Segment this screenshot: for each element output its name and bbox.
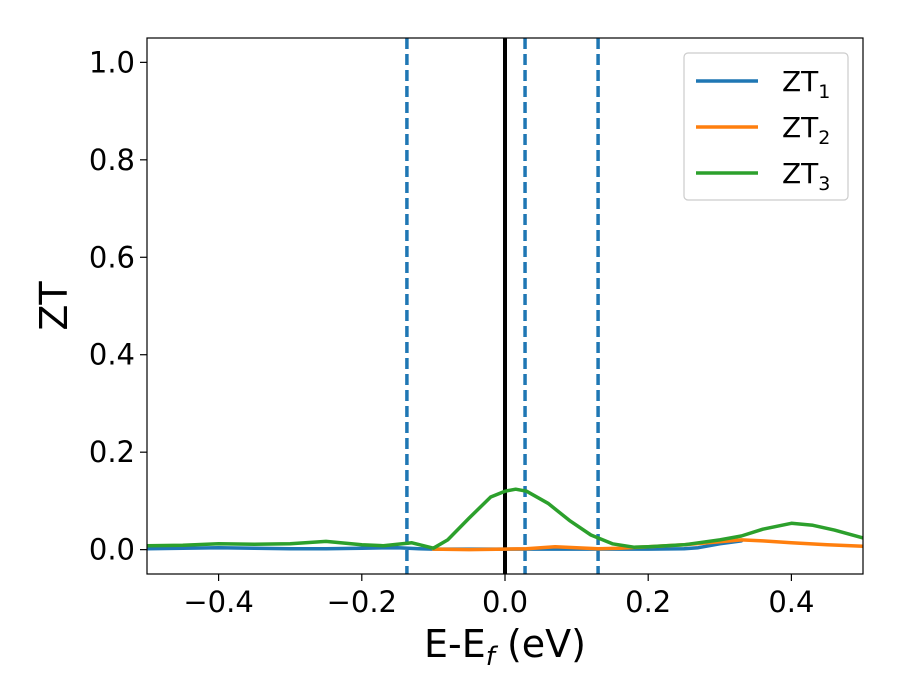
legend-label-2: ZT2 <box>782 111 830 149</box>
series-line-3 <box>147 487 863 550</box>
y-tick-label: 0.2 <box>89 435 135 469</box>
y-tick-label: 0.0 <box>89 533 135 567</box>
x-tick-label: 0.4 <box>768 585 814 619</box>
y-tick-label: 0.8 <box>89 143 135 177</box>
y-tick-label: 0.4 <box>89 338 135 372</box>
x-axis-label-unit: (eV) <box>495 622 586 666</box>
x-tick-label: 0.0 <box>482 585 528 619</box>
x-axis-ticks: −0.4 −0.2 0.0 0.2 0.4 <box>183 574 814 619</box>
legend-label-3: ZT3 <box>782 157 830 195</box>
legend: ZT1 ZT2 ZT3 <box>683 52 849 201</box>
x-axis-label: E-Ef (eV) <box>424 622 586 672</box>
x-tick-label: −0.2 <box>327 585 397 619</box>
legend-label-1: ZT1 <box>782 65 830 103</box>
y-axis-ticks: 0.0 0.2 0.4 0.6 0.8 1.0 <box>89 45 147 567</box>
y-tick-label: 0.6 <box>89 240 135 274</box>
x-tick-label: −0.4 <box>183 585 253 619</box>
series-lines <box>147 487 863 552</box>
series-line-1 <box>147 539 744 551</box>
vertical-reference-lines <box>405 38 600 574</box>
x-tick-label: 0.2 <box>625 585 671 619</box>
legend-box <box>683 52 849 201</box>
y-axis-label: ZT <box>32 281 76 331</box>
y-tick-label: 1.0 <box>89 45 135 79</box>
